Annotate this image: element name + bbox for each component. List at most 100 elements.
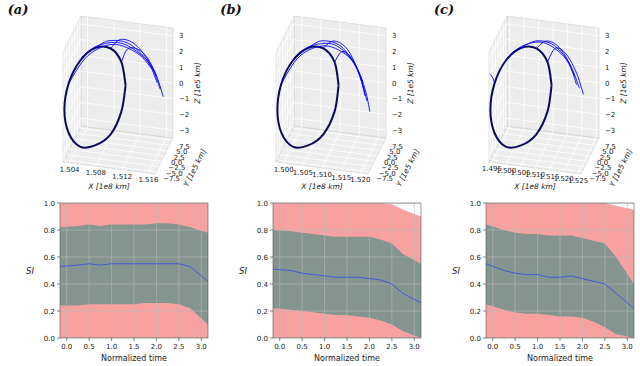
trajectory bbox=[293, 43, 364, 89]
tick-mark bbox=[483, 203, 486, 204]
grid-line bbox=[60, 311, 208, 312]
tick-label: 0.5 bbox=[84, 343, 95, 351]
grid-line bbox=[537, 203, 538, 338]
grid-line bbox=[60, 284, 208, 285]
plot-data bbox=[273, 203, 421, 338]
grid-line bbox=[489, 40, 507, 76]
trajectory bbox=[80, 42, 156, 75]
tick-label: 1 bbox=[392, 64, 396, 72]
tick-label: 0.2 bbox=[257, 308, 268, 316]
grid-line bbox=[507, 102, 599, 114]
tick-label: 0.0 bbox=[274, 343, 285, 351]
tick-mark bbox=[483, 257, 486, 258]
tick-label: 0.6 bbox=[44, 254, 56, 262]
tick-mark bbox=[302, 338, 303, 341]
tick-label: 0 bbox=[605, 80, 609, 88]
tick-label: 2 bbox=[605, 48, 609, 56]
grid-line bbox=[80, 128, 172, 140]
axis-title: Normalized time bbox=[527, 354, 593, 363]
tick-mark bbox=[391, 338, 392, 341]
grid-line bbox=[63, 40, 81, 76]
trajectory bbox=[111, 39, 161, 89]
grid-line bbox=[64, 160, 156, 172]
tick-mark bbox=[347, 338, 348, 341]
grid-line bbox=[178, 203, 179, 338]
axis-title: SI bbox=[26, 266, 34, 276]
tick-mark bbox=[89, 338, 90, 341]
tick-label: 0.8 bbox=[470, 227, 481, 235]
axis-title: Y [1e5 km] bbox=[181, 147, 208, 188]
tick-mark bbox=[57, 257, 60, 258]
tick-mark bbox=[515, 338, 516, 341]
tick-label: 1.5 bbox=[128, 343, 139, 351]
tick-mark bbox=[178, 338, 179, 341]
panel-3d: 1.4951.5001.5051.5101.5151.5201.525−7.5−… bbox=[434, 2, 634, 191]
panel-band: 0.00.51.01.52.02.53.00.00.20.40.60.81.0N… bbox=[452, 200, 634, 364]
tick-label: 1.525 bbox=[568, 177, 588, 185]
grid-line bbox=[507, 71, 599, 83]
grid-line bbox=[294, 118, 386, 130]
grid-line bbox=[81, 24, 173, 36]
grid-line bbox=[627, 203, 628, 338]
axis-title: SI bbox=[239, 266, 247, 276]
grid-line bbox=[81, 118, 173, 130]
grid-line bbox=[515, 203, 516, 338]
grid-line bbox=[324, 203, 325, 338]
tick-label: 1 bbox=[179, 64, 183, 72]
grid-line bbox=[276, 40, 294, 76]
tick-mark bbox=[66, 338, 67, 341]
tick-mark bbox=[57, 203, 60, 204]
trajectory bbox=[335, 51, 370, 111]
axis-title: X [1e8 km] bbox=[300, 182, 343, 191]
grid-line bbox=[273, 257, 421, 258]
back-pane bbox=[507, 16, 599, 138]
grid-line bbox=[89, 203, 90, 338]
tick-label: 3 bbox=[179, 32, 183, 40]
tick-label: 1.500 bbox=[274, 166, 294, 174]
tick-label: 2.0 bbox=[364, 343, 375, 351]
tick-mark bbox=[279, 338, 280, 341]
grid-line bbox=[486, 284, 634, 285]
tick-label: 1.0 bbox=[257, 200, 268, 208]
tick-label: −2 bbox=[605, 111, 615, 119]
tick-label: 2.5 bbox=[386, 343, 397, 351]
tick-mark bbox=[134, 338, 135, 341]
grid-line bbox=[72, 144, 164, 156]
axis-title: Normalized time bbox=[314, 354, 380, 363]
grid-line bbox=[77, 133, 169, 145]
grid-line bbox=[507, 118, 599, 130]
tick-label: 2.0 bbox=[151, 343, 162, 351]
plot-background bbox=[60, 203, 208, 338]
grid-line bbox=[582, 203, 583, 338]
mean-line bbox=[60, 264, 208, 282]
tick-label: 1.508 bbox=[86, 169, 106, 177]
tick-mark bbox=[270, 311, 273, 312]
grid-line bbox=[507, 40, 599, 52]
back-pane bbox=[294, 16, 386, 138]
grid-line bbox=[111, 203, 112, 338]
tick-mark bbox=[483, 230, 486, 231]
tick-mark bbox=[483, 311, 486, 312]
tick-mark bbox=[57, 338, 60, 339]
tick-mark bbox=[57, 284, 60, 285]
tick-label: 1 bbox=[605, 64, 609, 72]
grid-line bbox=[60, 230, 208, 231]
grid-line bbox=[506, 128, 598, 140]
tick-label: 0.8 bbox=[257, 227, 268, 235]
tick-mark bbox=[582, 338, 583, 341]
tick-mark bbox=[270, 338, 273, 339]
tick-label: 1.0 bbox=[319, 343, 330, 351]
tick-label: 3 bbox=[392, 32, 396, 40]
orbit bbox=[490, 47, 551, 148]
tick-mark bbox=[270, 257, 273, 258]
tick-label: 0.0 bbox=[257, 335, 268, 343]
grid-line bbox=[69, 149, 161, 161]
tick-label: 0.2 bbox=[470, 308, 481, 316]
grid-line bbox=[75, 139, 167, 151]
panel-band: 0.00.51.01.52.02.53.00.00.20.40.60.81.0N… bbox=[26, 200, 208, 364]
panel-band: 0.00.51.01.52.02.53.00.00.20.40.60.81.0N… bbox=[239, 200, 421, 364]
plot-frame bbox=[60, 203, 208, 338]
axis-title: Z [1e5 km] bbox=[406, 62, 415, 105]
grid-line bbox=[282, 149, 374, 161]
grid-line bbox=[279, 203, 280, 338]
